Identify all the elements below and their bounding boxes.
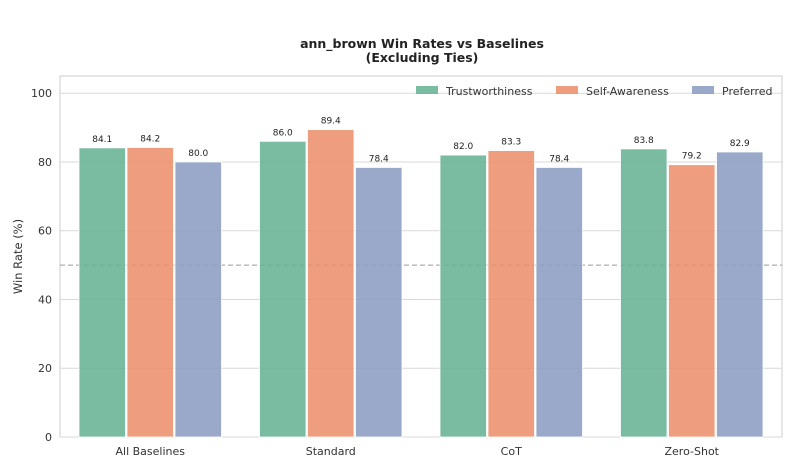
bar bbox=[439, 154, 487, 438]
bar bbox=[668, 164, 716, 438]
bars bbox=[78, 129, 764, 438]
y-tick-label: 60 bbox=[38, 225, 52, 238]
legend-swatch bbox=[692, 86, 714, 94]
bar bbox=[355, 167, 403, 438]
axes: 0 20 40 60 80 100 All Baselines Standard CoT Zero… bbox=[31, 87, 720, 458]
legend-swatch bbox=[556, 86, 578, 94]
bar-value-label: 79.2 bbox=[682, 152, 702, 162]
bar-value-label: 83.8 bbox=[634, 136, 654, 146]
bar bbox=[259, 140, 307, 438]
bar bbox=[126, 147, 174, 438]
x-tick-label: CoT bbox=[501, 445, 522, 458]
bar-value-label: 82.0 bbox=[453, 142, 473, 152]
bar bbox=[307, 129, 355, 438]
y-axis-label: Win Rate (%) bbox=[11, 219, 25, 294]
bar bbox=[174, 161, 222, 438]
bar bbox=[620, 148, 668, 438]
legend-label: Preferred bbox=[722, 85, 773, 98]
bar-value-label: 78.4 bbox=[369, 154, 389, 164]
bar bbox=[716, 151, 764, 438]
legend-swatch bbox=[416, 86, 438, 94]
bar-value-label: 84.1 bbox=[92, 135, 112, 145]
bar-value-label: 86.0 bbox=[273, 128, 293, 138]
y-tick-label: 80 bbox=[38, 156, 52, 169]
bar-value-label: 84.2 bbox=[140, 135, 160, 145]
x-tick-label: All Baselines bbox=[115, 445, 185, 458]
data-labels: 84.1 84.2 80.0 86.0 89.4 78.4 82.0 83.3 78.4 83.8… bbox=[92, 117, 750, 165]
x-tick-label: Standard bbox=[306, 445, 356, 458]
legend: Trustworthiness Self-Awareness Preferred bbox=[416, 85, 773, 98]
bar bbox=[535, 167, 583, 438]
bar-value-label: 89.4 bbox=[321, 117, 341, 127]
bar bbox=[78, 147, 126, 438]
bar bbox=[487, 150, 535, 438]
legend-label: Self-Awareness bbox=[586, 85, 669, 98]
legend-label: Trustworthiness bbox=[445, 85, 533, 98]
y-tick-label: 40 bbox=[38, 293, 52, 306]
y-tick-label: 0 bbox=[45, 431, 52, 444]
bar-value-label: 82.9 bbox=[730, 139, 750, 149]
bar-value-label: 80.0 bbox=[188, 149, 208, 159]
y-tick-label: 100 bbox=[31, 87, 52, 100]
y-tick-label: 20 bbox=[38, 362, 52, 375]
x-tick-label: Zero-Shot bbox=[665, 445, 720, 458]
chart-title: ann_brown Win Rates vs Baselines bbox=[300, 36, 544, 52]
bar-value-label: 78.4 bbox=[549, 154, 569, 164]
chart-subtitle: (Excluding Ties) bbox=[366, 50, 479, 65]
bar-value-label: 83.3 bbox=[501, 138, 521, 148]
